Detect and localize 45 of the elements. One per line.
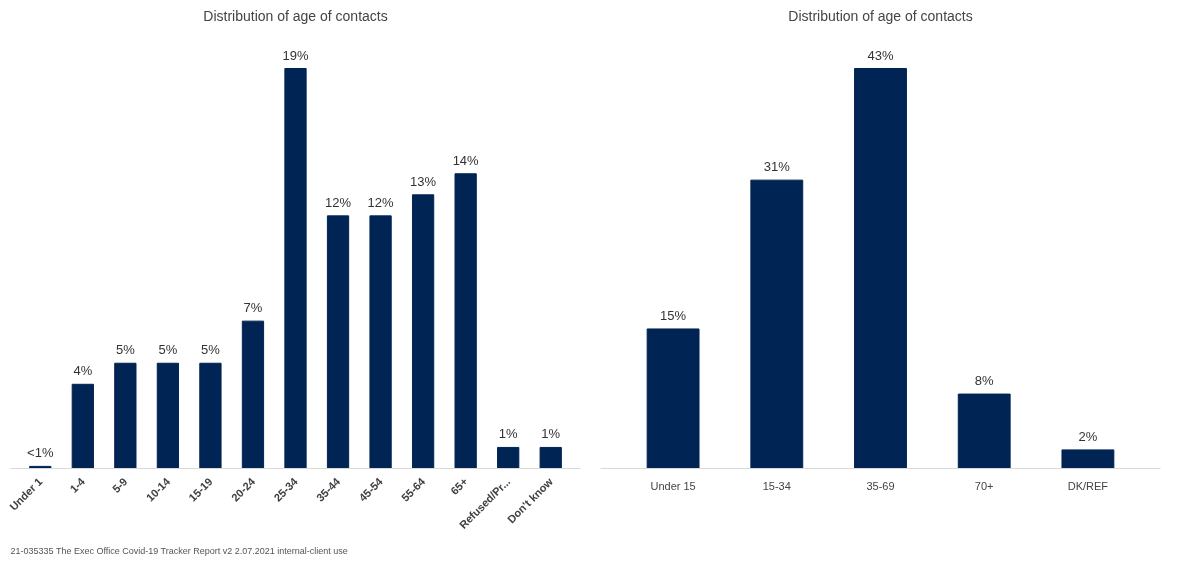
bar [854,68,907,469]
data-label: 1% [541,426,561,442]
bar [646,328,700,469]
data-label: 1% [498,426,519,442]
bar [497,446,520,469]
data-label: 15% [660,307,687,323]
bar [411,194,435,469]
data-label: 5% [201,342,221,358]
data-label: 4% [73,363,93,379]
bar [284,68,307,469]
bar [454,173,477,469]
x-tick-label: DK/REF [1067,479,1109,492]
bar [750,179,804,469]
x-tick-label: 5-9 [109,475,130,495]
data-label: 7% [243,300,263,316]
data-label: 8% [974,373,995,389]
data-label: 12% [325,194,352,210]
data-label: 5% [115,342,136,358]
x-tick-label: 70+ [974,479,994,492]
bar [326,215,350,469]
chart-title: Distribution of age of contacts [203,7,388,24]
data-label: 5% [158,342,178,358]
bar [114,362,137,469]
bar [1061,449,1115,469]
bar [199,362,222,469]
data-label: 2% [1078,428,1098,444]
data-label: 19% [282,47,309,63]
x-tick-label: 35-69 [866,479,895,492]
data-label: 31% [763,159,791,175]
bar [957,393,1011,469]
text: 21-035335 The Exec Office Covid-19 Tracker Report v2 2.07.2021 internal-client use [10,545,348,556]
bar [71,383,94,469]
x-tick-label: 1-4 [67,474,88,495]
data-label: 14% [452,152,480,168]
bar [539,446,562,469]
data-label: 12% [367,194,395,210]
bar [369,215,392,469]
bar [241,320,265,469]
chart-title: Distribution of age of contacts [788,7,973,24]
data-label: 43% [867,47,894,63]
x-tick-label: 15-34 [762,479,791,492]
data-label: <1% [27,445,54,461]
x-tick-label: Under 15 [650,479,696,492]
bar [156,362,180,469]
data-label: 13% [410,173,437,189]
